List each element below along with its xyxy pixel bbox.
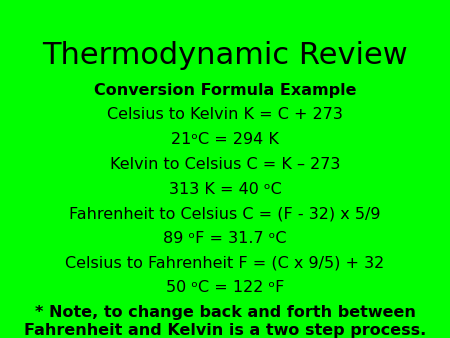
Text: * Note, to change back and forth between
Fahrenheit and Kelvin is a two step pro: * Note, to change back and forth between… xyxy=(24,305,426,338)
Text: Fahrenheit to Celsius C = (F - 32) x 5/9: Fahrenheit to Celsius C = (F - 32) x 5/9 xyxy=(69,206,381,221)
Text: Thermodynamic Review: Thermodynamic Review xyxy=(42,41,408,70)
Text: 89 ᵒF = 31.7 ᵒC: 89 ᵒF = 31.7 ᵒC xyxy=(163,231,287,246)
Text: Kelvin to Celsius C = K – 273: Kelvin to Celsius C = K – 273 xyxy=(110,157,340,172)
Text: 21ᵒC = 294 K: 21ᵒC = 294 K xyxy=(171,132,279,147)
Text: 313 K = 40 ᵒC: 313 K = 40 ᵒC xyxy=(169,182,281,196)
Text: Celsius to Kelvin K = C + 273: Celsius to Kelvin K = C + 273 xyxy=(107,107,343,122)
Text: Conversion Formula Example: Conversion Formula Example xyxy=(94,83,356,98)
Text: Celsius to Fahrenheit F = (C x 9/5) + 32: Celsius to Fahrenheit F = (C x 9/5) + 32 xyxy=(65,256,385,270)
Text: 50 ᵒC = 122 ᵒF: 50 ᵒC = 122 ᵒF xyxy=(166,280,284,295)
